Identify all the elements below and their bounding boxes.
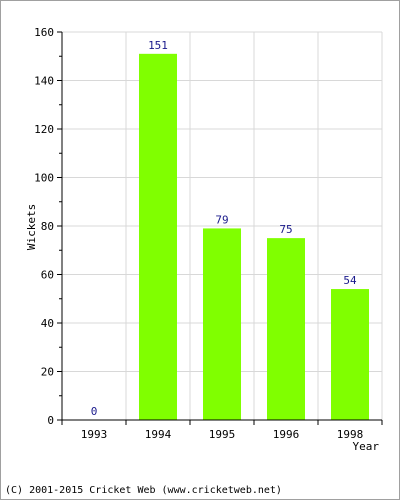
data-label: 151 xyxy=(148,39,168,52)
x-tick-label: 1996 xyxy=(273,428,300,441)
grid-lines xyxy=(62,31,383,420)
y-tick-label: 140 xyxy=(34,75,54,88)
data-label: 0 xyxy=(91,405,98,418)
data-label: 79 xyxy=(215,213,228,226)
data-label: 75 xyxy=(279,223,292,236)
x-axis-title: Year xyxy=(353,440,380,453)
y-tick-label: 0 xyxy=(47,414,54,427)
x-tick-label: 1995 xyxy=(209,428,236,441)
copyright-footer: (C) 2001-2015 Cricket Web (www.cricketwe… xyxy=(5,485,282,496)
y-tick-label: 100 xyxy=(34,172,54,185)
bars xyxy=(139,53,369,420)
bar-1998 xyxy=(331,289,369,420)
bar-1994 xyxy=(139,53,177,420)
x-tick-label: 1998 xyxy=(337,428,364,441)
bar-1996 xyxy=(267,238,305,420)
y-tick-label: 120 xyxy=(34,123,54,136)
axes xyxy=(57,31,383,425)
y-tick-label: 20 xyxy=(41,366,54,379)
y-axis-title: Wickets xyxy=(25,204,38,250)
x-tick-label: 1993 xyxy=(81,428,108,441)
labels: 0 20 40 60 80 100 120 140 160 1993 1994 1995 1996 199… xyxy=(34,26,363,441)
x-tick-label: 1994 xyxy=(145,428,172,441)
y-tick-label: 60 xyxy=(41,269,54,282)
data-label: 54 xyxy=(343,274,357,287)
y-tick-label: 40 xyxy=(41,317,54,330)
y-tick-label: 80 xyxy=(41,220,54,233)
y-tick-label: 160 xyxy=(34,26,54,39)
bar-1995 xyxy=(203,228,241,420)
